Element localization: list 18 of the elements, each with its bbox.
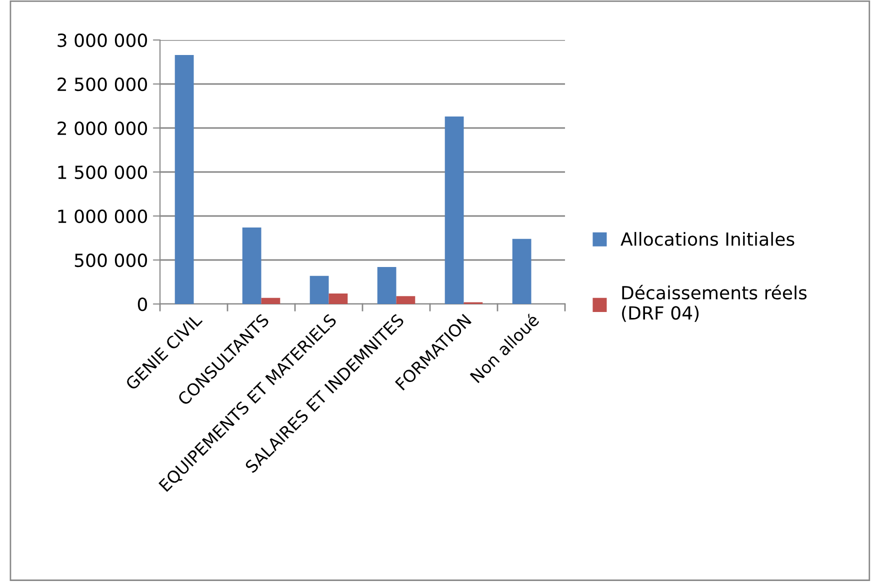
y-tick-label: 500 000: [74, 253, 147, 268]
bar: [328, 293, 348, 304]
bar: [396, 296, 416, 304]
bar: [174, 54, 194, 304]
bar: [377, 267, 396, 304]
y-tick-label: 1 500 000: [58, 165, 147, 180]
y-tick-label: 0: [138, 297, 147, 312]
bar: [444, 116, 464, 304]
bar: [261, 298, 280, 304]
y-tick-label: 1 000 000: [58, 209, 147, 224]
legend-label: Allocations Initiales: [620, 232, 794, 246]
legend-label: Décaissements réels (DRF 04): [622, 284, 807, 322]
y-tick-label: 2 500 000: [58, 77, 147, 92]
bar: [310, 276, 329, 304]
bar: [242, 227, 262, 304]
y-tick-label: 3 000 000: [58, 33, 147, 48]
bar: [512, 238, 532, 304]
y-tick-label: 2 000 000: [58, 121, 147, 136]
